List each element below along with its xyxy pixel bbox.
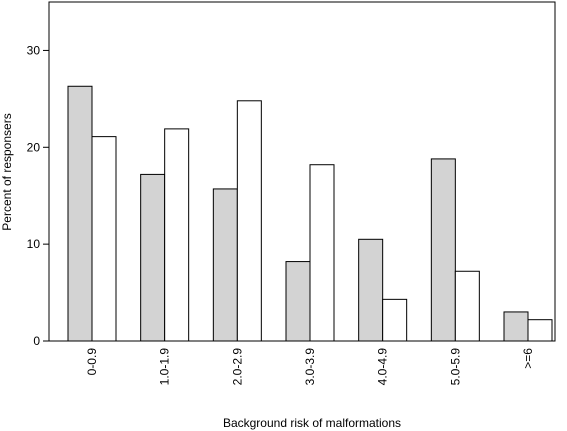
bar [67,85,93,342]
bar [236,100,262,342]
x-tick-label: 4.0-4.9 [376,348,390,386]
x-axis: 0-0.9 1.0-1.9 2.0-2.9 3.0-3.9 4.0-4.9 5.0-5.9… [85,348,535,386]
y-axis: 0 10 20 30 [27,43,49,348]
x-tick-label: 0-0.9 [85,348,99,376]
bar [527,319,553,342]
bar [91,136,117,342]
bars [67,85,553,342]
y-tick-label: 30 [27,43,41,57]
bar [285,261,311,342]
bar [382,298,408,342]
bar [358,238,384,342]
x-tick-label: >=6 [521,348,535,369]
y-axis-label: Percent of responsers [0,113,14,230]
bar [309,164,335,342]
bar [454,270,480,342]
y-tick-label: 0 [33,334,40,348]
x-axis-label: Background risk of malformations [223,416,401,430]
y-tick-label: 10 [27,237,41,251]
x-tick-label: 3.0-3.9 [303,348,317,386]
x-tick-label: 2.0-2.9 [230,348,244,386]
x-tick-label: 1.0-1.9 [158,348,172,386]
bar [503,311,529,342]
bar [212,188,238,342]
bar [140,173,166,342]
y-tick-label: 20 [27,140,41,154]
bar [430,158,456,342]
bar [164,128,190,342]
x-tick-label: 5.0-5.9 [448,348,462,386]
